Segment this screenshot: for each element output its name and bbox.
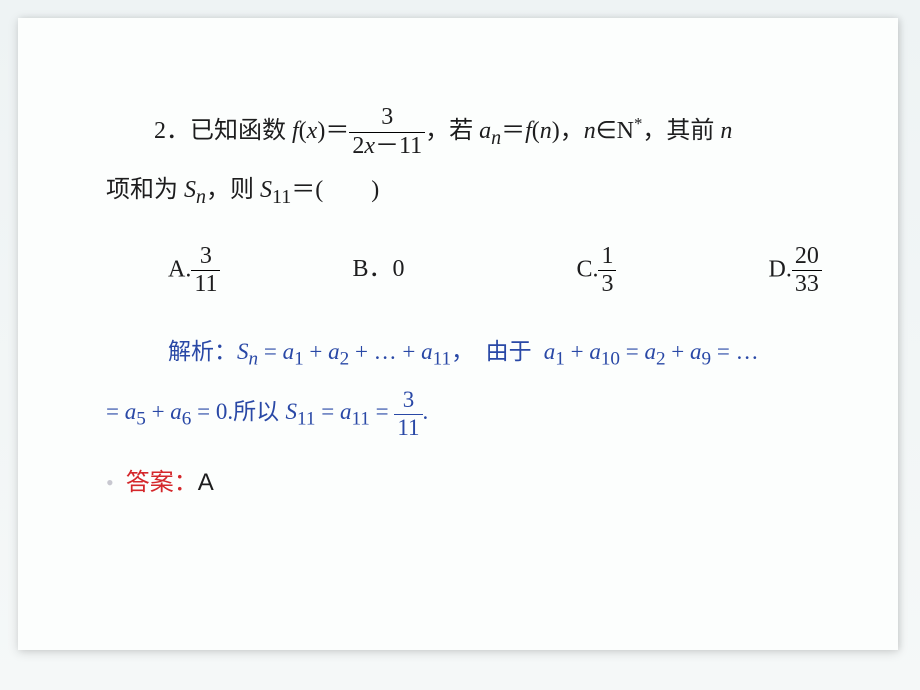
choice-c-frac: 13 [598,243,616,299]
choice-d-label: D. [768,256,791,282]
S-var: S [260,177,272,203]
choice-a: A.311 [168,243,220,299]
text-known-function: 已知函数 [190,118,292,144]
fraction-fx: 32x－11 [349,104,425,160]
S-var: S [237,339,249,364]
choice-d-frac: 2033 [792,243,822,299]
choices-row: A.311 B．0 C.13 D.2033 [168,243,828,299]
choice-b-value: 0 [392,256,404,282]
comma: ， [560,118,584,144]
answer-value: A [198,469,216,496]
comma: ， [425,118,449,144]
analysis-result-frac: 311 [394,387,422,441]
n-var: n [584,118,596,144]
S-var: S [184,177,196,203]
equals: ＝ [501,118,525,144]
text-then: ，则 [206,177,260,203]
element-of: ∈ [596,118,617,144]
problem-statement: 2．已知函数 f(x)＝32x－11，若 an＝f(n)，n∈N*，其前 n 项… [106,103,828,221]
analysis-label: 解析： [168,338,237,364]
slide-page: 2．已知函数 f(x)＝32x－11，若 an＝f(n)，n∈N*，其前 n 项… [18,18,898,650]
choice-b: B．0 [352,248,404,283]
a-var: a [479,118,491,144]
text-since: 由于 [486,338,538,364]
analysis-block: 解析：Sn = a1 + a2 + … + a11， 由于 a1 + a10 =… [168,323,828,444]
problem-number: 2． [154,118,190,144]
frac-numerator: 3 [349,104,425,133]
paren-blank: ＝( ) [291,177,379,203]
text-therefore: 所以 [233,398,285,424]
choice-c: C.13 [576,243,616,299]
choice-c-label: C. [576,256,598,282]
f-symbol: f [292,118,299,144]
choice-a-frac: 311 [191,243,220,299]
n-sub: n [196,186,206,208]
choice-b-label: B． [352,256,392,282]
text-if: 若 [449,118,479,144]
choice-a-label: A. [168,256,191,282]
f-symbol: f [525,118,532,144]
answer-label: 答案： [126,469,198,496]
choice-d: D.2033 [768,243,821,299]
natural-set: N [617,118,634,144]
text-its-first: 其前 [666,118,720,144]
text-sum-is: 项和为 [106,177,184,203]
answer-row: • 答案：A [106,462,828,497]
n-sub: n [491,127,501,149]
n-symbol: n [540,118,552,144]
frac-denominator: 2x－11 [349,133,425,161]
n-var: n [720,118,732,144]
bullet-icon: • [106,470,114,495]
comma: ， [642,118,666,144]
eleven-sub: 11 [272,186,291,208]
x-symbol: x [307,118,318,144]
